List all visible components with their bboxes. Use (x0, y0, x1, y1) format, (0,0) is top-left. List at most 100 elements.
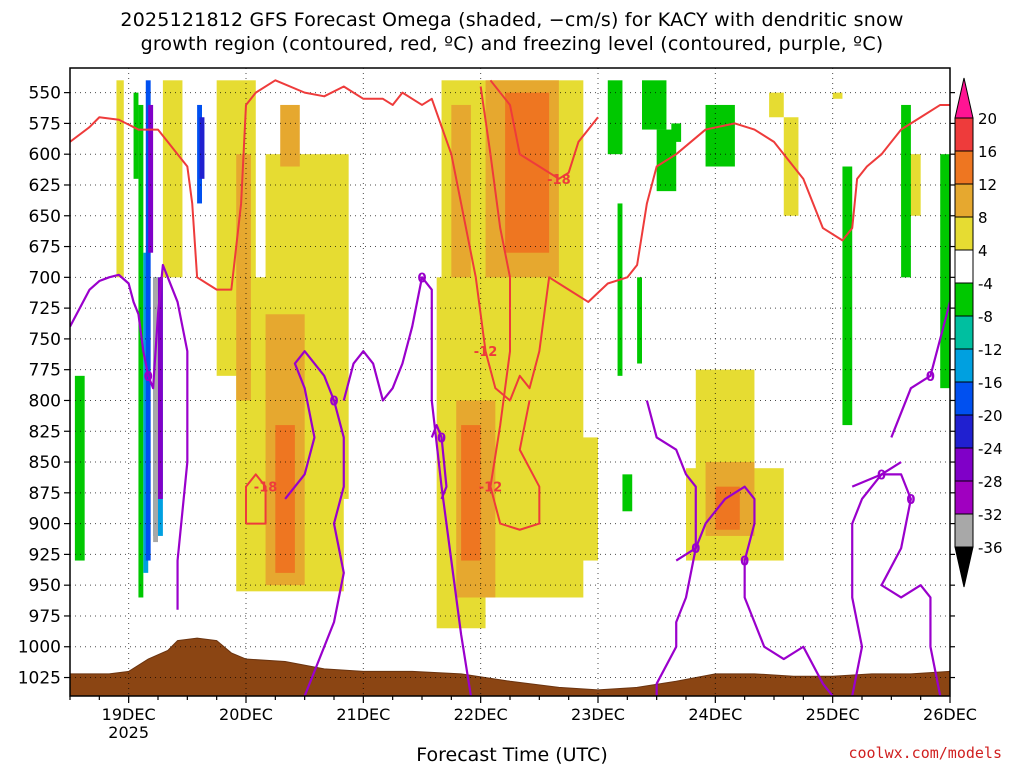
freezing-level-contour (890, 301, 950, 438)
y-tick-label: 800 (29, 391, 61, 411)
colorbar-label: -12 (978, 341, 1003, 359)
omega-region (769, 92, 784, 118)
colorbar-segment (954, 348, 974, 383)
x-tick-label: 22DEC (454, 705, 508, 724)
freezing-level-contour-label: 0 (144, 370, 153, 385)
freezing-level-contours: 0 0 0 0 0 0 0 0 0 (70, 263, 950, 696)
omega-region (544, 437, 598, 561)
x-tick-label: 19DEC (102, 705, 156, 724)
y-tick-label: 850 (29, 453, 61, 473)
snow-growth-contours: -12 -18 -12 -18 (70, 79, 950, 531)
colorbar-segment (954, 183, 974, 218)
colorbar-segment (954, 480, 974, 515)
x-tick-sublabel: 2025 (108, 723, 149, 742)
chart-title-line1: 2025121812 GFS Forecast Omega (shaded, −… (120, 9, 904, 31)
omega-region (162, 80, 183, 278)
colorbar-segment (954, 150, 974, 185)
y-tick-label: 775 (29, 361, 61, 381)
colorbar-segment (954, 216, 974, 251)
x-tick-label: 25DEC (806, 705, 860, 724)
colorbar-label: 8 (978, 209, 988, 227)
y-tick-label: 900 (29, 515, 61, 535)
omega-region (145, 80, 151, 561)
y-tick-label: 875 (29, 484, 61, 504)
snow-growth-contour (70, 79, 950, 402)
omega-region (617, 203, 623, 376)
y-tick-label: 550 (29, 84, 61, 104)
omega-region (116, 80, 124, 278)
y-tick-label: 1000 (18, 638, 61, 658)
y-tick-label: 750 (29, 330, 61, 350)
colorbar-bottom-arrow (954, 546, 974, 588)
omega-region (637, 277, 642, 364)
omega-region (671, 123, 682, 142)
colorbar-label: -8 (978, 308, 993, 326)
snow-growth-contour-label: -18 (254, 481, 278, 496)
freezing-level-contour (675, 485, 834, 696)
omega-region (138, 104, 144, 598)
y-tick-label: 725 (29, 299, 61, 319)
colorbar-label: -20 (978, 407, 1003, 425)
snow-growth-contour-label: -18 (547, 173, 571, 188)
omega-region (158, 277, 163, 499)
omega-region (622, 474, 633, 512)
colorbar-segment (954, 447, 974, 482)
freezing-level-contour-label: 0 (906, 493, 915, 508)
omega-region (148, 104, 154, 253)
y-tick-label: 975 (29, 607, 61, 627)
x-axis-title: Forecast Time (UTC) (416, 744, 608, 766)
freezing-level-contour-label: 0 (877, 468, 886, 483)
freezing-level-contour (70, 263, 189, 610)
omega-shading (74, 80, 950, 629)
colorbar-label: 12 (978, 176, 997, 194)
colorbar-label: -32 (978, 506, 1003, 524)
x-tick-label: 20DEC (219, 705, 273, 724)
freezing-level-contour-label: 0 (437, 431, 446, 446)
colorbar-label: 16 (978, 143, 997, 161)
omega-region (324, 178, 339, 561)
freezing-level-contour-label: 0 (329, 394, 338, 409)
colorbar-segment (954, 315, 974, 350)
omega-region (940, 154, 950, 389)
freezing-level-contour-label: 0 (740, 555, 749, 570)
credit-link[interactable]: coolwx.com/models (848, 744, 1002, 762)
colorbar-label: 4 (978, 242, 988, 260)
colorbar-segment (954, 249, 974, 284)
y-tick-label: 1025 (18, 669, 61, 689)
colorbar-label: -28 (978, 473, 1003, 491)
y-tick-label: 575 (29, 114, 61, 134)
y-tick-label: 650 (29, 207, 61, 227)
x-tick-label: 26DEC (923, 705, 977, 724)
y-tick-label: 700 (29, 268, 61, 288)
y-tick-label: 825 (29, 422, 61, 442)
colorbar: 20 16 12 8 4 -4 -8 -12 -16 -20 -24 -28 -32 -36 (954, 77, 1003, 588)
omega-region (832, 92, 843, 99)
freezing-level-contour (342, 276, 472, 696)
freezing-level-contour-label: 0 (417, 271, 426, 286)
snow-growth-contour (479, 86, 541, 531)
colorbar-label: -16 (978, 374, 1003, 392)
colorbar-segment (954, 381, 974, 416)
omega-region (74, 375, 85, 561)
omega-region (153, 277, 158, 543)
terrain (70, 637, 950, 696)
omega-region (642, 80, 667, 130)
x-tick-label: 24DEC (688, 705, 742, 724)
y-tick-label: 625 (29, 176, 61, 196)
colorbar-segment (954, 513, 974, 548)
snow-growth-contour-label: -12 (474, 345, 498, 360)
snow-growth-contour (489, 79, 599, 180)
freezing-level-contour (851, 473, 942, 696)
x-tick-label: 21DEC (336, 705, 390, 724)
colorbar-label: -36 (978, 539, 1003, 557)
omega-region (901, 104, 911, 278)
colorbar-segment (954, 414, 974, 449)
y-tick-label: 675 (29, 238, 61, 258)
omega-region (133, 92, 139, 179)
omega-region (842, 166, 853, 426)
colorbar-top-arrow (954, 77, 974, 119)
chart-title-line2: growth region (contoured, red, ºC) and f… (140, 33, 884, 55)
y-axis: 550 575 600 625 650 675 700 725 750 775 800 825 850 8… (18, 84, 955, 689)
